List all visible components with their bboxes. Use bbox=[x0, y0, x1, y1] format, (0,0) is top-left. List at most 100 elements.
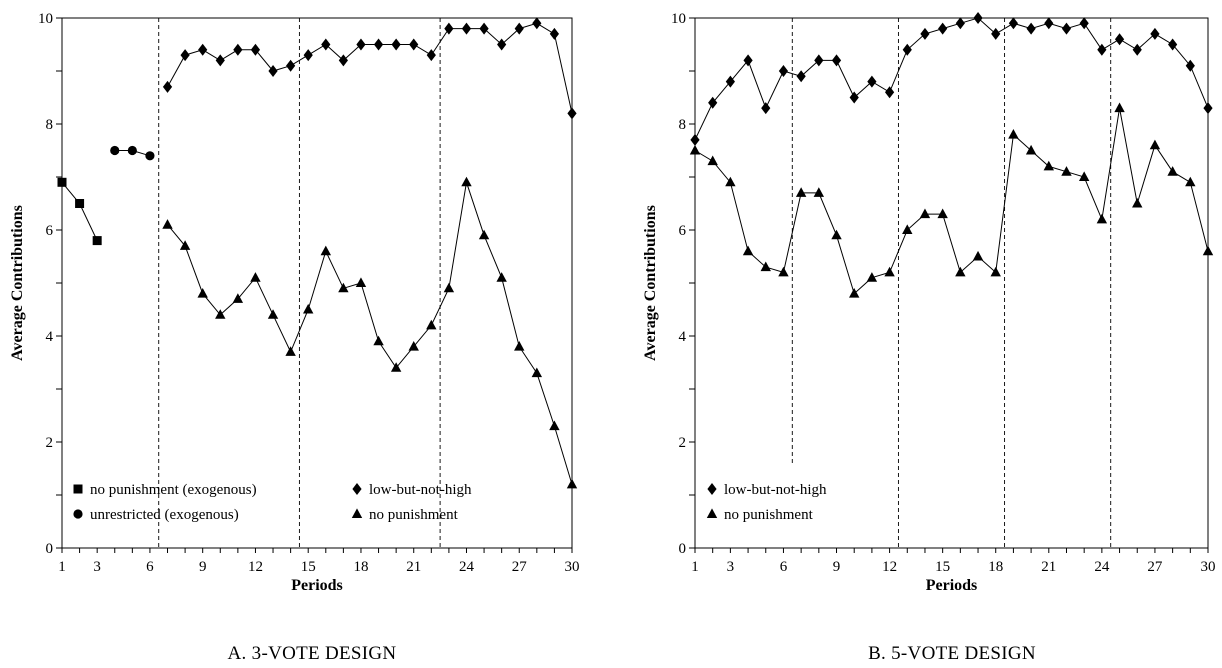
data-point-low-but-not-high bbox=[567, 107, 577, 120]
panel-caption: A. 3-VOTE DESIGN bbox=[228, 643, 397, 664]
data-point-no-punishment bbox=[1167, 166, 1178, 176]
data-point-low-but-not-high bbox=[1008, 17, 1019, 30]
data-point-low-but-not-high bbox=[690, 133, 700, 146]
x-tick-label: 1 bbox=[58, 559, 66, 575]
data-point-low-but-not-high bbox=[902, 43, 912, 56]
x-tick-label: 6 bbox=[146, 559, 154, 575]
data-point-low-but-not-high bbox=[321, 38, 331, 51]
data-point-low-but-not-high bbox=[338, 54, 348, 67]
legend: no punishment (exogenous) unrestricted (e… bbox=[73, 482, 472, 523]
data-point-no-punishment bbox=[232, 293, 244, 303]
data-point-low-but-not-high bbox=[867, 75, 877, 88]
legend-label: low-but-not-high bbox=[724, 482, 827, 498]
data-point-no-punishment bbox=[866, 272, 878, 282]
data-point-low-but-not-high bbox=[162, 80, 173, 93]
data-point-no-punishment bbox=[1202, 245, 1214, 256]
data-point-no-punishment bbox=[531, 367, 543, 378]
data-point-low-but-not-high bbox=[849, 91, 859, 104]
data-point-low-but-not-high bbox=[409, 38, 419, 51]
data-point-low-but-not-high bbox=[1132, 43, 1142, 56]
data-point-no-punishment bbox=[1043, 160, 1054, 171]
data-point-low-but-not-high bbox=[725, 75, 735, 88]
data-point-low-but-not-high bbox=[268, 65, 278, 77]
series-no-punishment bbox=[689, 102, 1214, 298]
y-tick-label: 2 bbox=[679, 435, 687, 451]
data-point-no-punishment bbox=[303, 303, 314, 314]
data-point-low-but-not-high bbox=[215, 54, 225, 67]
plot-frame bbox=[694, 17, 1209, 549]
data-point-no-punishment bbox=[373, 335, 384, 346]
y-axis-title: Average Contributions bbox=[9, 205, 26, 361]
x-tick-label: 3 bbox=[93, 559, 101, 575]
data-point-no-punishment bbox=[215, 309, 226, 319]
data-point-no-punishment bbox=[179, 240, 191, 250]
data-point-low-but-not-high bbox=[1079, 17, 1089, 30]
data-point-low-but-not-high bbox=[426, 49, 436, 62]
data-point-no-punishment bbox=[250, 272, 261, 282]
data-point-no-punishment bbox=[1078, 171, 1090, 181]
series-line-no-punishment bbox=[167, 182, 573, 485]
x-tick-label: 27 bbox=[1147, 559, 1163, 575]
x-tick-label: 3 bbox=[727, 559, 735, 575]
data-point-no-punishment bbox=[566, 478, 578, 489]
data-point-no-punishment-exogenous bbox=[92, 236, 102, 246]
legend-marker bbox=[73, 509, 83, 519]
data-point-low-but-not-high bbox=[955, 17, 965, 30]
data-point-no-punishment bbox=[478, 229, 490, 240]
data-point-no-punishment bbox=[955, 266, 966, 277]
data-point-no-punishment bbox=[1132, 197, 1143, 208]
data-point-no-punishment bbox=[937, 208, 948, 219]
data-point-low-but-not-high bbox=[1203, 102, 1213, 115]
x-tick-label: 9 bbox=[833, 559, 841, 575]
series-unrestricted-exogenous bbox=[110, 145, 155, 161]
data-point-low-but-not-high bbox=[532, 17, 542, 30]
data-point-no-punishment bbox=[408, 341, 419, 351]
legend-label: no punishment bbox=[369, 507, 459, 523]
legend-label: no punishment (exogenous) bbox=[90, 482, 257, 498]
data-point-no-punishment bbox=[390, 362, 402, 372]
legend-marker bbox=[351, 508, 363, 518]
y-tick-label: 0 bbox=[46, 541, 54, 557]
legend-label: no punishment bbox=[724, 507, 814, 523]
legend: low-but-not-high no punishment bbox=[706, 482, 827, 523]
data-point-no-punishment bbox=[320, 245, 331, 256]
data-point-low-but-not-high bbox=[884, 86, 895, 99]
series-line-no-punishment-exogenous bbox=[61, 181, 98, 241]
data-point-low-but-not-high bbox=[549, 27, 560, 40]
data-point-no-punishment bbox=[1149, 139, 1161, 150]
data-point-no-punishment bbox=[443, 282, 455, 293]
data-point-low-but-not-high bbox=[479, 22, 489, 35]
legend-marker bbox=[352, 483, 362, 495]
data-point-low-but-not-high bbox=[1026, 22, 1036, 35]
data-point-no-punishment bbox=[1185, 176, 1196, 187]
data-point-no-punishment-exogenous bbox=[75, 199, 85, 208]
data-point-no-punishment bbox=[1025, 144, 1037, 155]
legend-item: no punishment (exogenous) bbox=[73, 482, 257, 498]
data-point-no-punishment bbox=[725, 176, 736, 187]
data-point-low-but-not-high bbox=[461, 22, 472, 35]
data-point-low-but-not-high bbox=[920, 27, 930, 40]
data-point-low-but-not-high bbox=[831, 54, 842, 67]
x-tick-label: 24 bbox=[459, 559, 475, 575]
data-point-low-but-not-high bbox=[796, 70, 806, 83]
data-point-no-punishment bbox=[496, 272, 507, 282]
series-line-low-but-not-high bbox=[167, 22, 573, 114]
data-point-no-punishment bbox=[884, 266, 895, 277]
data-point-no-punishment bbox=[813, 187, 825, 197]
y-axis-title: Average Contributions bbox=[642, 205, 659, 361]
data-point-no-punishment bbox=[849, 288, 860, 298]
data-point-no-punishment bbox=[760, 261, 771, 272]
y-tick-label: 6 bbox=[46, 223, 54, 239]
data-point-unrestricted-exogenous bbox=[145, 151, 155, 161]
x-tick-label: 15 bbox=[301, 559, 316, 575]
data-point-no-punishment bbox=[197, 288, 208, 298]
data-point-low-but-not-high bbox=[938, 22, 948, 35]
data-point-low-but-not-high bbox=[761, 102, 771, 115]
x-tick-label: 21 bbox=[1041, 559, 1056, 575]
data-point-low-but-not-high bbox=[1097, 43, 1107, 56]
y-tick-label: 0 bbox=[679, 541, 687, 557]
y-tick-label: 6 bbox=[679, 223, 687, 239]
data-point-no-punishment bbox=[355, 277, 367, 287]
data-point-low-but-not-high bbox=[303, 49, 313, 62]
plot-frame bbox=[61, 17, 573, 549]
